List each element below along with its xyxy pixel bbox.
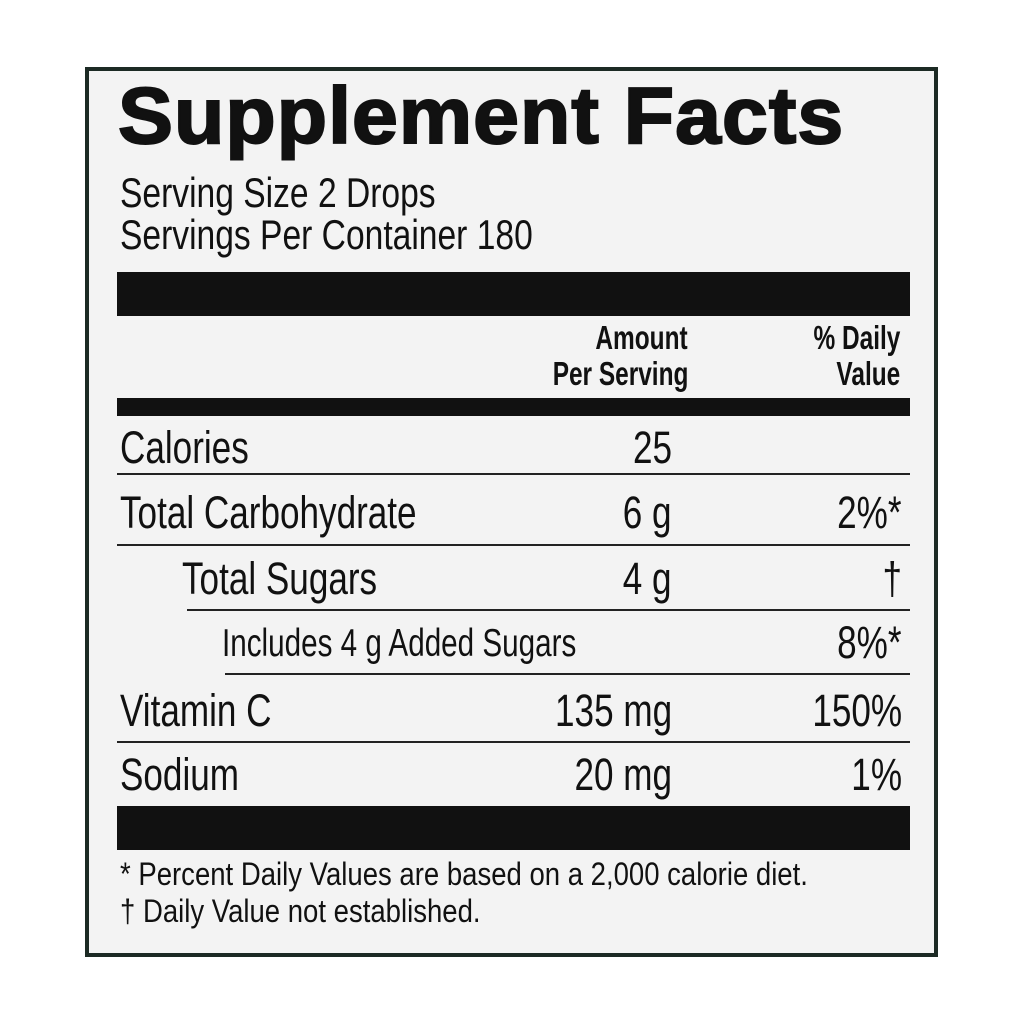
amount-header-line1: Amount: [595, 319, 688, 356]
row-divider: [187, 609, 910, 611]
row-divider: [225, 673, 910, 675]
row-calories-name: Calories: [120, 422, 249, 473]
row-divider: [117, 544, 910, 546]
serving-size: Serving Size 2 Drops: [120, 169, 436, 216]
footnote-daily-values: * Percent Daily Values are based on a 2,…: [120, 856, 808, 892]
amount-header-line2: Per Serving: [552, 355, 688, 392]
dv-header-line1: % Daily: [813, 319, 900, 356]
row-divider: [117, 473, 910, 475]
row-sugars-amount: 4 g: [623, 553, 672, 604]
row-sodium-amount: 20 mg: [574, 749, 672, 800]
row-added-sugars-dv: 8%*: [837, 617, 902, 668]
row-vitamin-c-name: Vitamin C: [120, 685, 272, 736]
row-sugars-name: Total Sugars: [182, 553, 378, 604]
row-sodium-dv: 1%: [851, 749, 902, 800]
row-divider: [117, 741, 910, 743]
panel-title: Supplement Facts: [117, 71, 845, 160]
row-vitamin-c-amount: 135 mg: [554, 685, 672, 736]
row-sugars-dv: †: [882, 553, 902, 604]
row-carbohydrate-dv: 2%*: [837, 487, 902, 538]
footnote-not-established: † Daily Value not established.: [120, 893, 481, 929]
row-added-sugars-name: Includes 4 g Added Sugars: [222, 622, 577, 665]
dv-header-line2: Value: [836, 355, 900, 392]
row-vitamin-c-dv: 150%: [812, 685, 902, 736]
thick-divider-top: [117, 272, 910, 316]
thick-divider-bottom: [117, 806, 910, 850]
row-calories-amount: 25: [632, 422, 672, 473]
medium-divider: [117, 398, 910, 416]
row-sodium-name: Sodium: [120, 749, 240, 800]
row-carbohydrate-name: Total Carbohydrate: [120, 487, 417, 538]
row-carbohydrate-amount: 6 g: [623, 487, 672, 538]
servings-per-container: Servings Per Container 180: [120, 211, 533, 258]
